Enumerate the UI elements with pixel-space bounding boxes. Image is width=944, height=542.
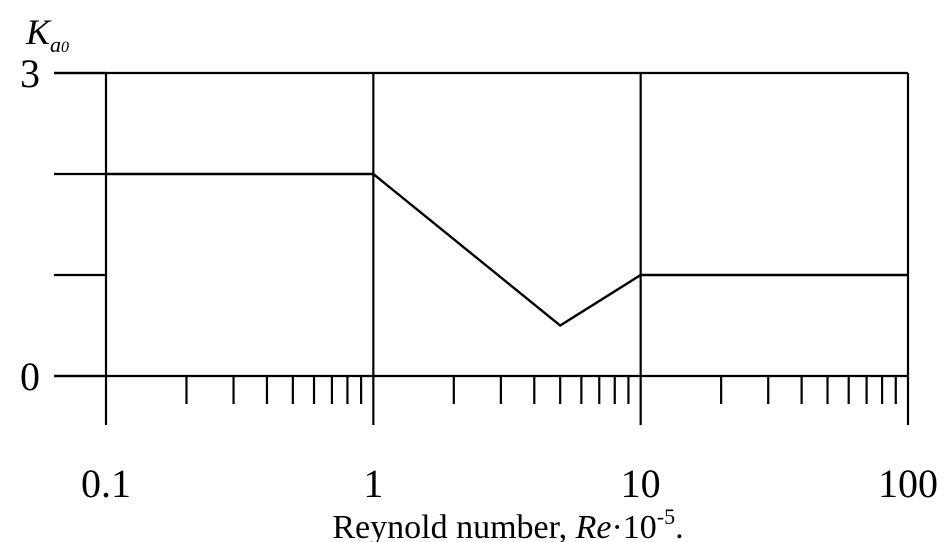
x-tick-label: 10 [621,461,661,506]
x-axis-label-suffix: . [675,509,684,542]
x-axis-label: Reynold number, Re·10-5. [332,504,683,542]
series-line [106,172,908,327]
series-group [106,172,908,327]
grid-lines [54,71,910,425]
y-axis-label-sub2: 0 [61,39,69,56]
y-tick-label: 0 [20,354,40,399]
minor-ticks [185,376,897,404]
x-axis-label-prefix: Reynold number, [332,509,575,542]
y-axis-label: Ka0 [25,12,69,57]
x-tick-label: 0.1 [81,461,131,506]
y-tick-marks [54,71,106,378]
x-tick-label: 100 [878,461,938,506]
y-axis-label-main: K [25,12,52,52]
x-axis-label-mid: ·10 [611,509,656,542]
x-axis-label-exp: -5 [657,504,675,529]
x-tick-label: 1 [363,461,383,506]
tick-labels: 0.1 1 10 100 0 3 [20,51,938,506]
x-axis-label-var: Re [575,509,612,542]
y-tick-label: 3 [20,51,40,96]
y-axis-label-sub: a [50,32,61,57]
